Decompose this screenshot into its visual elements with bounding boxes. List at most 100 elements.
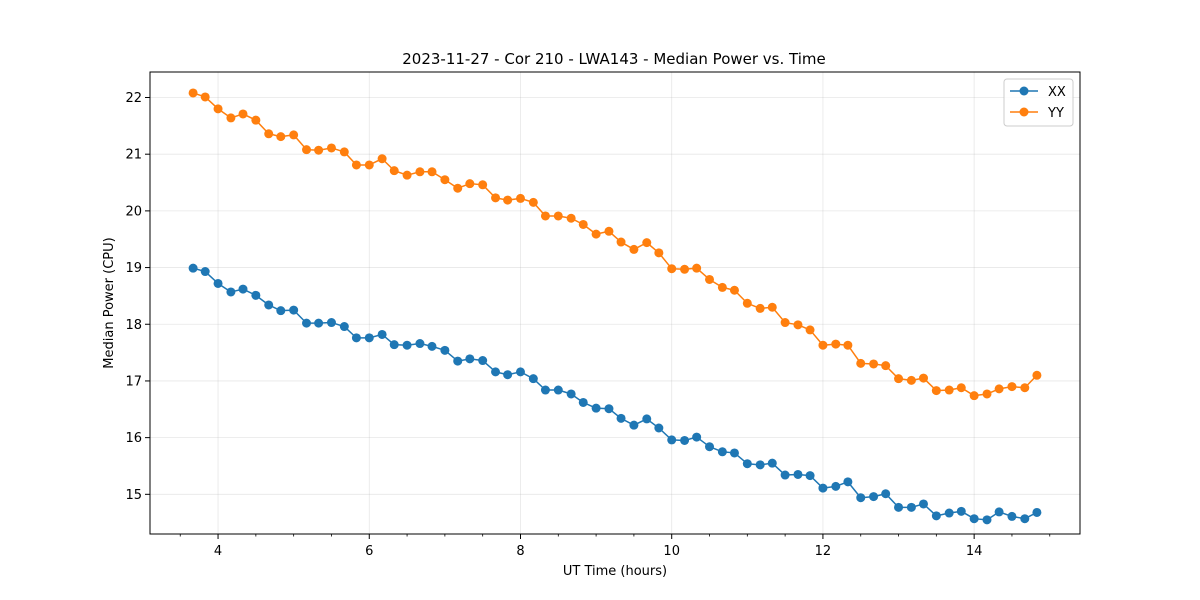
x-tick-label: 8 [516, 544, 524, 559]
series-yy-point [692, 263, 702, 273]
series-yy-point [944, 385, 954, 395]
series-xx-point [200, 267, 210, 277]
series-xx-point [831, 481, 841, 491]
series-yy-point [616, 237, 626, 247]
series-xx-point [566, 389, 576, 399]
x-tick-label: 14 [966, 544, 983, 559]
series-xx-point [364, 333, 374, 343]
series-yy-point [289, 130, 299, 140]
series-xx-point [705, 442, 715, 452]
series-yy-point [642, 238, 652, 248]
y-tick-label: 19 [125, 261, 142, 276]
series-xx-point [289, 305, 299, 315]
y-tick-label: 20 [125, 204, 142, 219]
series-xx-point [780, 470, 790, 480]
series-yy-point [314, 145, 324, 155]
series-yy-point [982, 389, 992, 399]
series-yy-point [238, 109, 248, 119]
series-xx-point [314, 318, 324, 328]
series-xx-point [805, 471, 815, 481]
series-yy-point [364, 160, 374, 170]
series-yy-point [755, 303, 765, 313]
series-xx-point [491, 367, 501, 377]
series-yy-point [200, 92, 210, 102]
x-tick-label: 12 [815, 544, 832, 559]
series-yy-point [717, 282, 727, 292]
series-yy-point [415, 167, 425, 177]
series-layer [188, 88, 1042, 525]
grid-lines [150, 72, 1080, 534]
series-yy-point [767, 302, 777, 312]
series-xx-point [755, 460, 765, 470]
series-yy-point [1020, 383, 1030, 393]
series-yy-point [465, 179, 475, 189]
series-xx-point [591, 403, 601, 413]
series-xx-point [982, 515, 992, 525]
series-yy-point [705, 274, 715, 284]
series-yy-point [553, 211, 563, 221]
series-yy-point [956, 383, 966, 393]
series-yy-point [729, 285, 739, 295]
series-xx-point [894, 502, 904, 512]
x-tick-label: 6 [365, 544, 373, 559]
series-xx-point [389, 340, 399, 350]
series-yy-point [427, 167, 437, 177]
series-xx-point [1032, 507, 1042, 517]
series-xx-point [339, 322, 349, 332]
series-yy-point [453, 183, 463, 193]
series-xx-point [326, 318, 336, 328]
series-xx-point [680, 435, 690, 445]
series-xx-point [654, 423, 664, 433]
series-xx-point [540, 385, 550, 395]
series-xx-point [440, 345, 450, 355]
series-yy-point [188, 88, 198, 98]
y-tick-label: 18 [125, 318, 142, 333]
series-yy-point [402, 170, 412, 180]
series-yy-point [389, 166, 399, 176]
series-xx-point [528, 374, 538, 384]
series-xx-point [213, 278, 223, 288]
x-tick-label: 10 [663, 544, 680, 559]
series-xx-point [616, 413, 626, 423]
series-yy-point [906, 375, 916, 385]
series-xx-point [729, 448, 739, 458]
series-xx-point [465, 354, 475, 364]
series-yy-point [276, 132, 286, 142]
series-yy-point [339, 147, 349, 157]
legend: XX YY [1003, 78, 1074, 127]
series-yy-point [251, 115, 261, 125]
series-xx-point [1020, 514, 1030, 524]
series-yy-point [629, 244, 639, 254]
series-yy-point [805, 325, 815, 335]
axes: 4 6 8 10 12 14 15 16 17 18 19 20 21 22 [125, 91, 1051, 559]
y-tick-label: 16 [125, 431, 142, 446]
series-xx-point [642, 414, 652, 424]
series-xx-point [402, 340, 412, 350]
series-xx-point [553, 385, 563, 395]
series-xx-point [667, 435, 677, 445]
series-xx-point [188, 263, 198, 273]
series-yy-point [503, 195, 513, 205]
legend-xx-label: XX [1048, 85, 1066, 100]
series-xx-point [427, 341, 437, 351]
y-tick-label: 21 [125, 148, 142, 163]
series-xx-point [956, 506, 966, 516]
series-xx-point [944, 508, 954, 518]
series-yy-point [831, 339, 841, 349]
chart-title: 2023-11-27 - Cor 210 - LWA143 - Median P… [402, 50, 826, 68]
series-xx-point [351, 333, 361, 343]
series-yy-point [491, 193, 501, 203]
series-xx-point [856, 493, 866, 503]
series-xx-point [453, 356, 463, 366]
series-xx-point [377, 329, 387, 339]
series-yy-point [440, 175, 450, 185]
series-yy-point [604, 226, 614, 236]
series-xx-point [629, 420, 639, 430]
series-yy-point [818, 340, 828, 350]
series-yy-point [264, 129, 274, 139]
series-yy-point [793, 320, 803, 330]
series-xx-point [818, 483, 828, 493]
series-xx-point [918, 499, 928, 509]
series-yy-point [326, 143, 336, 153]
